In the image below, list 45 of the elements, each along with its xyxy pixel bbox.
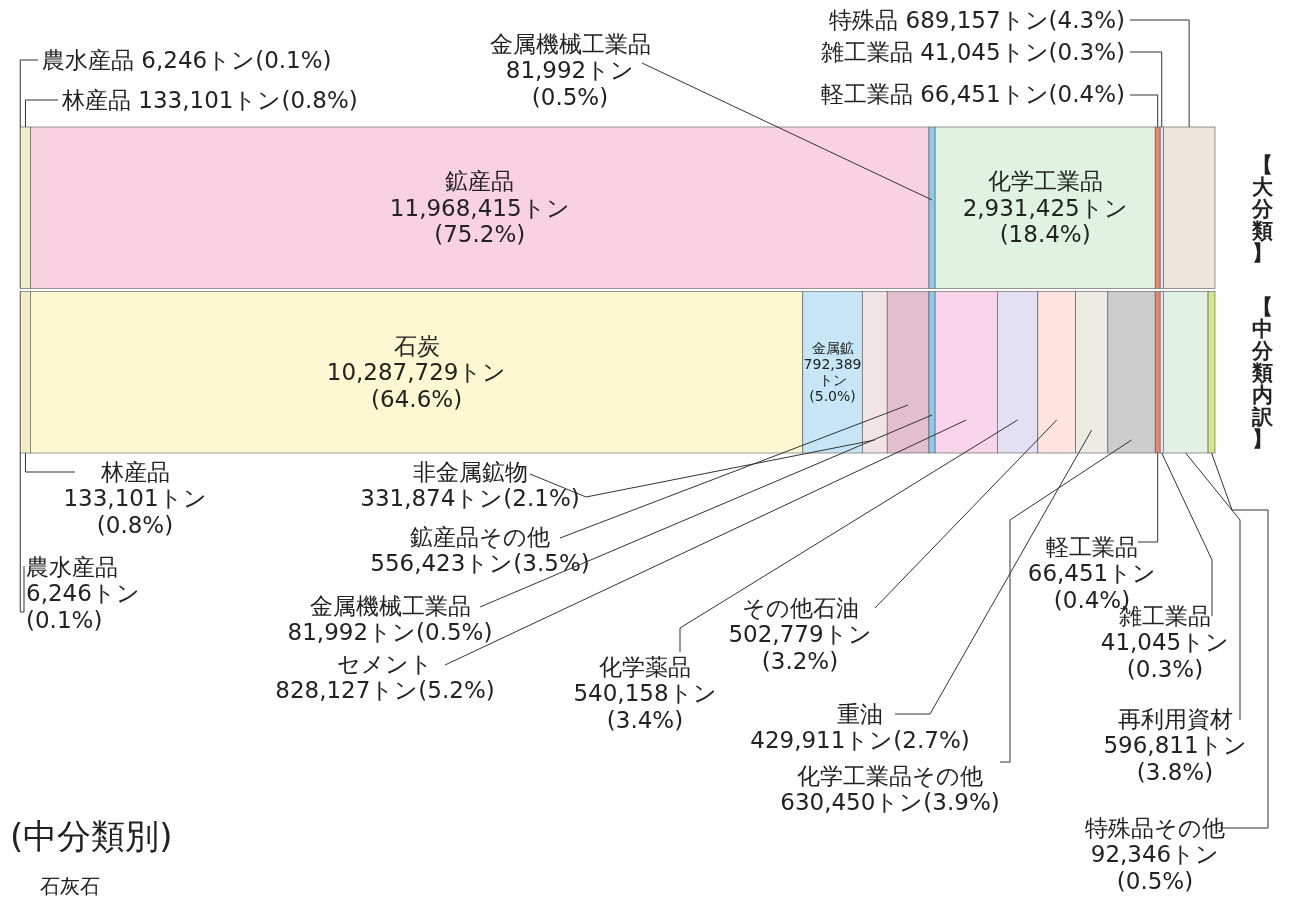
data-label: 6,246トン(0.1%) <box>26 580 140 633</box>
series-label: 化学工業品 <box>987 168 1103 195</box>
data-label: 630,450トン(3.9%) <box>780 789 1000 816</box>
data-label: 92,346トン(0.5%) <box>1090 841 1220 894</box>
data-label: 502,779トン(3.2%) <box>728 621 872 674</box>
text: 雑工業品 41,045トン(0.3%) <box>820 39 1125 65</box>
data-label: 556,423トン(3.5%) <box>370 550 590 577</box>
text: 非金属鉱物 <box>412 459 528 485</box>
text: セメント <box>337 651 433 677</box>
data-label: 133,101トン(0.8%) <box>63 485 207 538</box>
text: 特殊品その他 <box>1085 815 1225 841</box>
data-label: 10,287,729トン(64.6%) <box>326 359 507 412</box>
text: 鉱産品その他 <box>410 524 550 550</box>
text: 重油 <box>837 701 883 727</box>
data-label: 41,045トン(0.3%) <box>1100 629 1230 682</box>
data-label: 429,911トン(2.7%) <box>750 727 970 754</box>
text: 林産品 133,101トン(0.8%) <box>62 87 358 113</box>
data-label: 81,992トン(0.5%) <box>505 57 635 110</box>
text: 林産品 <box>99 459 170 485</box>
text: 軽工業品 <box>1046 534 1138 560</box>
text: (中分類別) <box>10 816 173 856</box>
text: 石灰石 <box>40 874 100 898</box>
text: 特殊品 689,157トン(4.3%) <box>829 7 1125 33</box>
data-label: 81,992トン(0.5%) <box>287 619 493 646</box>
text: 軽工業品 66,451トン(0.4%) <box>820 81 1125 107</box>
text: 化学工業品その他 <box>797 763 983 789</box>
text: その他石油 <box>741 595 859 621</box>
series-label: 石炭 <box>393 332 440 359</box>
data-label: 11,968,415トン(75.2%) <box>389 194 570 248</box>
text: 再利用資材 <box>1117 706 1233 732</box>
data-label: 792,389トン(5.0%) <box>803 356 862 405</box>
text: 金属機械工業品 <box>309 593 471 619</box>
y-tick-label: 【大分類】 <box>1250 152 1274 265</box>
data-label: 596,811トン(3.8%) <box>1103 732 1247 785</box>
data-label: 828,127トン(5.2%) <box>275 677 495 704</box>
data-label: 331,874トン(2.1%) <box>360 485 580 512</box>
text: 金属機械工業品 <box>489 31 651 57</box>
text: 農水産品 6,246トン(0.1%) <box>42 47 332 73</box>
series-label: 鉱産品 <box>445 168 515 195</box>
data-label: 540,158トン(3.4%) <box>573 680 717 733</box>
y-tick-label: 【中分類内訳】 <box>1250 295 1274 452</box>
data-label: 2,931,425トン(18.4%) <box>962 194 1128 248</box>
text: 農水産品 <box>26 554 118 580</box>
series-label: 金属鉱 <box>811 340 854 357</box>
text: 化学薬品 <box>599 654 691 680</box>
